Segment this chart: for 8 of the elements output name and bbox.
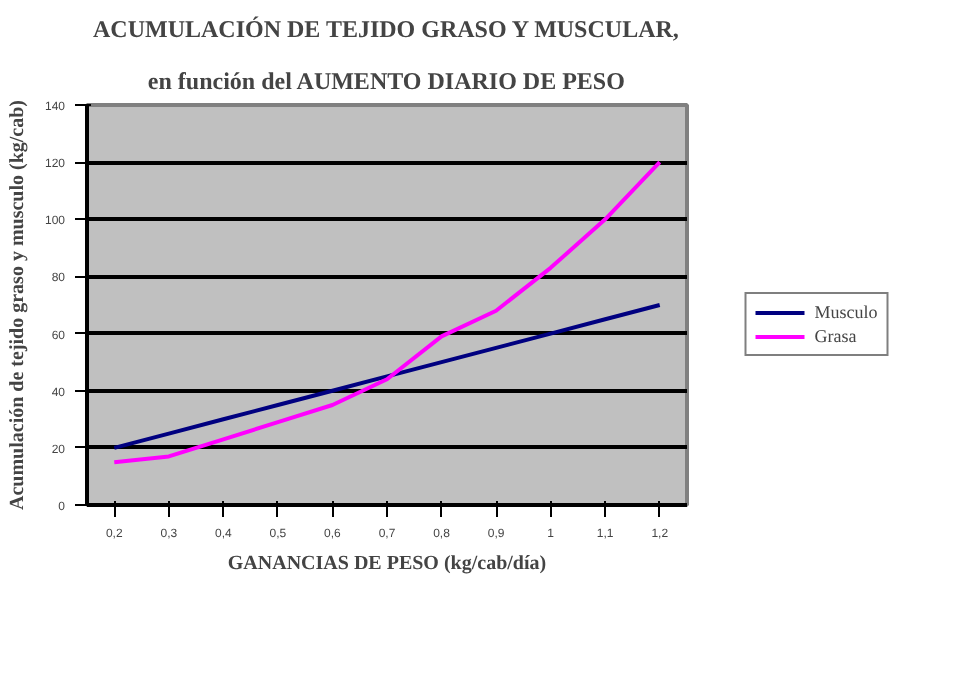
y-axis-title: Acumulación de tejido graso y musculo (kg/cab) xyxy=(6,100,29,510)
line-series xyxy=(112,303,662,450)
x-axis-title: GANANCIAS DE PESO (kg/cab/día) xyxy=(227,553,547,575)
line-series xyxy=(112,160,662,465)
legend-label: Grasa xyxy=(814,326,857,346)
chart-title: ACUMULACIÓN DE TEJIDO GRASO Y MUSCULAR, xyxy=(92,15,679,43)
chart-subtitle: en función del AUMENTO DIARIO DE PESO xyxy=(147,67,625,95)
legend-label: Musculo xyxy=(814,302,878,322)
